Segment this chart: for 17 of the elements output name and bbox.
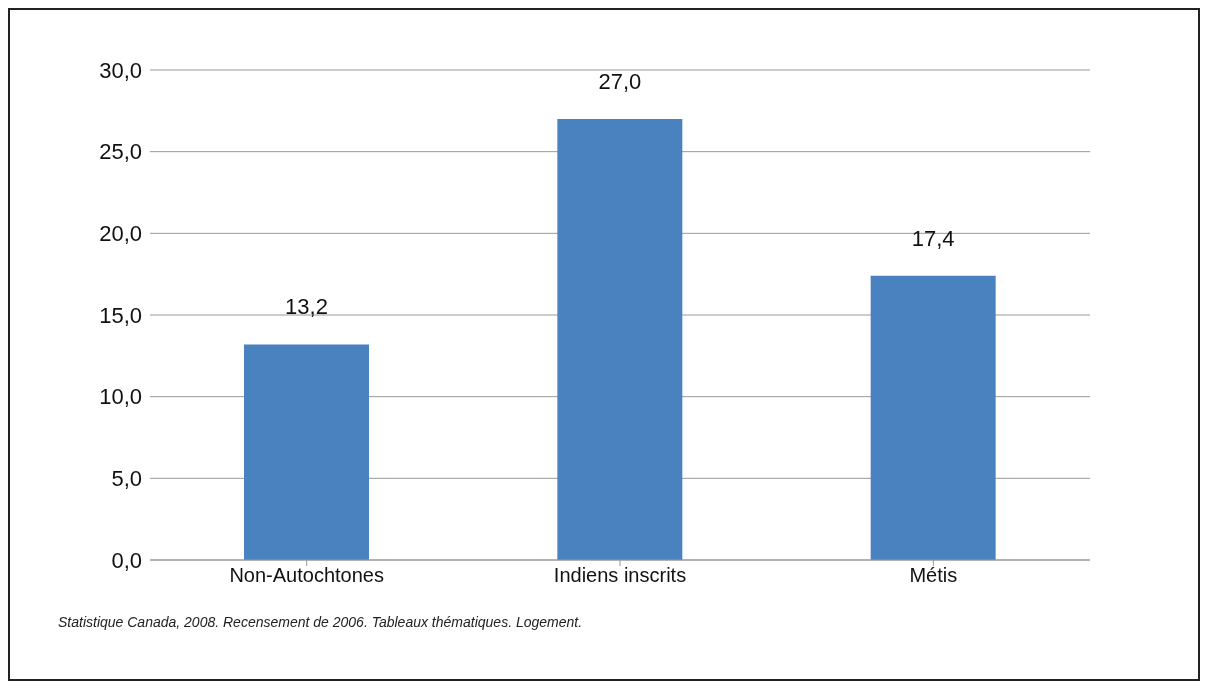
y-tick-label: 20,0 — [99, 221, 142, 247]
y-tick-label: 10,0 — [99, 384, 142, 410]
bar — [870, 275, 996, 560]
x-tick-label: Indiens inscrits — [553, 564, 687, 587]
y-tick-label: 25,0 — [99, 139, 142, 165]
y-tick-label: 5,0 — [111, 466, 142, 492]
data-label: 17,4 — [911, 225, 955, 251]
y-tick-label: 0,0 — [111, 547, 142, 573]
text: Statistique Canada, 2008. Recensement de 2006. Tableaux thématiques. Logement. — [58, 614, 583, 630]
data-label: 13,2 — [285, 294, 328, 320]
y-tick-label: 15,0 — [99, 302, 142, 328]
data-label: 27,0 — [598, 69, 642, 94]
y-tick-label: 30,0 — [99, 57, 142, 83]
bar — [557, 119, 683, 560]
x-tick-label: Non-Autochtones — [229, 564, 384, 587]
x-tick-label: Métis — [909, 564, 958, 587]
bar — [244, 344, 369, 560]
